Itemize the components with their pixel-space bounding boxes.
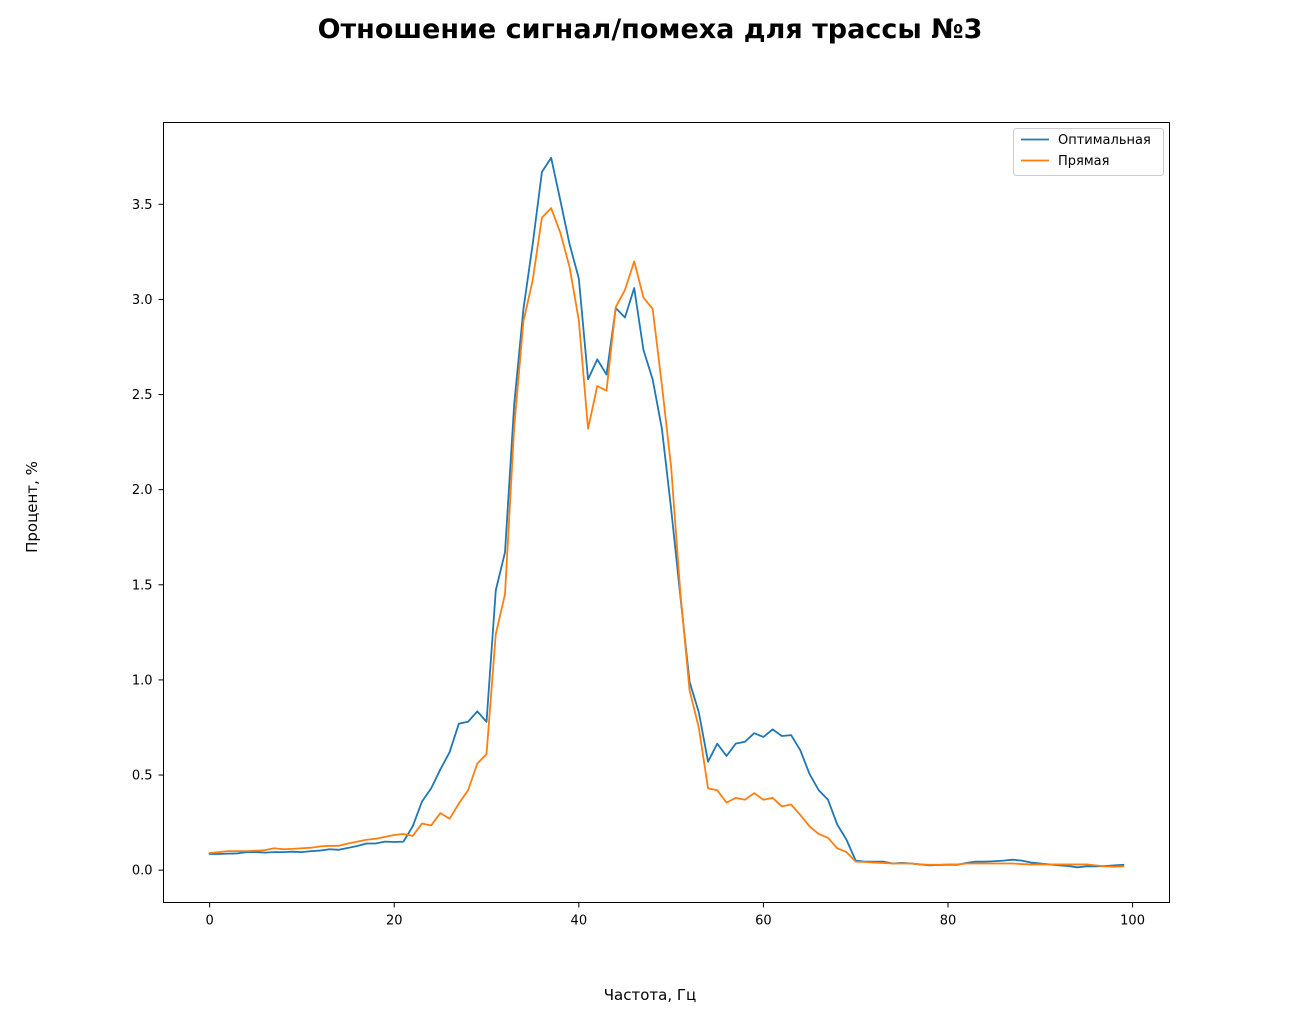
y-tick-label: 2.0 bbox=[132, 483, 153, 498]
y-tick-label: 1.5 bbox=[132, 578, 153, 593]
series-lines bbox=[208, 156, 1125, 869]
y-tick-label: 2.5 bbox=[132, 388, 153, 403]
x-tick-label: 60 bbox=[755, 914, 772, 929]
legend-box bbox=[1013, 128, 1164, 176]
y-tick-label: 0.5 bbox=[132, 769, 153, 784]
x-tick-label: 80 bbox=[940, 914, 957, 929]
legend-entries: Оптимальная Прямая bbox=[1021, 133, 1151, 169]
legend: Оптимальная Прямая bbox=[1013, 128, 1164, 176]
plot-frame bbox=[163, 122, 1170, 903]
y-ticks: 0.0 0.5 1.0 1.5 2.0 2.5 3.0 3.5 bbox=[132, 198, 164, 879]
legend-label-2: Прямая bbox=[1058, 154, 1109, 169]
y-tick-label: 1.0 bbox=[132, 673, 153, 688]
x-tick-label: 20 bbox=[386, 914, 403, 929]
y-tick-label: 3.0 bbox=[132, 293, 153, 308]
x-tick-label: 0 bbox=[206, 914, 214, 929]
y-tick-label: 0.0 bbox=[132, 864, 153, 879]
series-line-2 bbox=[208, 207, 1125, 868]
chart-title: Отношение сигнал/помеха для трассы №3 bbox=[317, 14, 983, 45]
series-line-1 bbox=[208, 156, 1125, 869]
x-tick-label: 40 bbox=[571, 914, 588, 929]
x-tick-label: 100 bbox=[1120, 914, 1145, 929]
x-axis-label: Частота, Гц bbox=[603, 986, 697, 1004]
x-ticks: 0 20 40 60 80 100 bbox=[206, 902, 1145, 929]
legend-label-1: Оптимальная bbox=[1058, 133, 1151, 148]
y-tick-label: 3.5 bbox=[132, 198, 153, 213]
